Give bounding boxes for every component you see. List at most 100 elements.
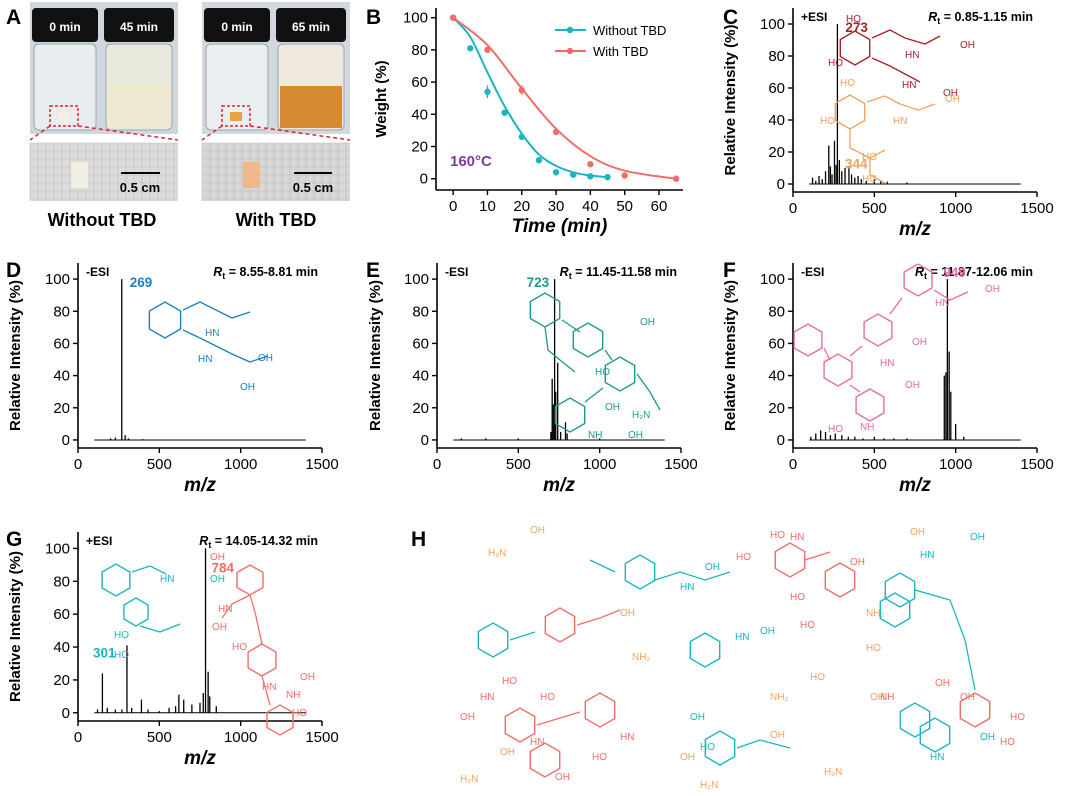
ring xyxy=(839,30,871,66)
chart-e-x-tick-label: 0 xyxy=(433,456,441,473)
ring xyxy=(959,692,991,728)
atom-label: NH xyxy=(860,422,874,433)
ring xyxy=(266,704,294,736)
atom-label: OH xyxy=(980,732,995,743)
data-point xyxy=(518,133,525,141)
atom-label: HN xyxy=(935,298,949,309)
temperature-annotation: 160°C xyxy=(450,153,492,170)
chart-b-x-tick-label: 10 xyxy=(479,198,496,215)
chart-d-x-label: m/z xyxy=(184,475,216,496)
bond-chain xyxy=(584,387,604,403)
chart-g-y-tick-label: 0 xyxy=(62,705,70,722)
data-point xyxy=(535,157,543,164)
atom-label: OH xyxy=(760,626,775,637)
atom-label: OH xyxy=(620,608,635,619)
bond-chain xyxy=(636,373,661,411)
ring xyxy=(247,643,277,677)
bond-chain xyxy=(736,739,791,749)
atom-label: HO xyxy=(810,672,825,683)
atom-label: HN xyxy=(902,80,916,91)
bond-chain xyxy=(849,384,861,393)
data-point xyxy=(604,173,611,181)
atom-label: HO xyxy=(1000,737,1015,748)
atom-label: H₂N xyxy=(460,774,478,785)
ring xyxy=(544,607,576,643)
bond-chain xyxy=(871,29,906,39)
atom-label: OH xyxy=(500,747,515,758)
panel-label-e: E xyxy=(366,259,380,282)
chart-g-y-tick-label: 20 xyxy=(53,672,70,689)
atom-label: HN xyxy=(198,354,212,365)
ring xyxy=(504,707,536,743)
atom-label: OH xyxy=(460,712,475,723)
atom-label: OH xyxy=(212,622,227,633)
atom-label: OH xyxy=(910,527,925,538)
atom-label: HO xyxy=(232,642,247,653)
panel-label-a: A xyxy=(6,6,21,29)
chart-b-x-tick-label: 30 xyxy=(548,198,565,215)
peak-label: 784 xyxy=(212,560,235,575)
data-point xyxy=(501,109,508,116)
atom-label: HO xyxy=(862,174,877,185)
atom-label: H₂N xyxy=(700,780,718,791)
bond-chain xyxy=(131,565,167,575)
ring xyxy=(572,322,604,358)
bond-chain xyxy=(536,711,581,726)
data-point xyxy=(449,14,457,21)
atom-label: OH xyxy=(770,730,785,741)
ms-spectrum-e: 0 500 1000 1500 0 20 40 60 80 100 m/z Relative Inte… xyxy=(367,263,698,496)
ring xyxy=(879,592,911,628)
chart-e-y-tick-label: 60 xyxy=(412,335,429,352)
data-point xyxy=(484,88,491,95)
atom-label: OH xyxy=(935,678,950,689)
ms-spectrum-c: 0 500 1000 1500 0 20 40 60 80 100 m/z Relative Inte… xyxy=(722,8,1054,240)
chart-b-x-label: Time (min) xyxy=(512,216,608,237)
chart-g-x-label: m/z xyxy=(184,748,216,769)
ms-spectrum-d: 0 500 1000 1500 0 20 40 60 80 100 m/z Relative Inte… xyxy=(7,263,339,496)
chart-e-mode: -ESI xyxy=(445,265,468,279)
bond-chain xyxy=(589,559,616,573)
chart-b-y-tick-label: 100 xyxy=(403,10,428,27)
vial-label-4: 65 min xyxy=(292,20,330,34)
peak-label: 949 xyxy=(943,265,966,280)
legend-label-1: With TBD xyxy=(593,44,648,59)
atom-label: HO xyxy=(1010,712,1025,723)
atom-label: OH xyxy=(605,402,620,413)
atom-label: H₂N xyxy=(488,548,506,559)
chart-d-mode: -ESI xyxy=(86,265,109,279)
atom-label: OH xyxy=(628,430,643,441)
atom-label: HO xyxy=(840,78,855,89)
ring xyxy=(236,564,264,596)
chart-c-y-tick-label: 20 xyxy=(768,144,785,161)
atom-label: HO xyxy=(770,530,785,541)
atom-label: HN xyxy=(205,328,219,339)
panel-label-c: C xyxy=(723,6,738,29)
panel-label-f: F xyxy=(723,259,736,282)
ring xyxy=(704,730,736,766)
chart-c-y-tick-label: 80 xyxy=(768,48,785,65)
chart-b-x-tick-label: 60 xyxy=(651,198,668,215)
atom-label: HN xyxy=(160,574,174,585)
ring xyxy=(793,323,823,357)
ring xyxy=(774,542,806,578)
ring xyxy=(554,397,586,433)
chart-f-y-tick-label: 80 xyxy=(768,303,785,320)
chart-c-x-tick-label: 0 xyxy=(789,200,797,217)
chart-f-y-tick-label: 100 xyxy=(760,271,785,288)
chart-b-y-tick-label: 20 xyxy=(411,139,428,156)
atom-label: HO xyxy=(828,424,843,435)
bond-chain xyxy=(139,623,181,633)
chart-c-y-label: Relative Intensity (%) xyxy=(722,25,739,176)
peak-label: 301 xyxy=(93,645,116,660)
atom-label: OH xyxy=(640,317,655,328)
chart-g-y-tick-label: 40 xyxy=(53,639,70,656)
bond-chain xyxy=(804,551,831,561)
chart-d-x-tick-label: 500 xyxy=(147,456,172,473)
atom-label: HO xyxy=(502,676,517,687)
atom-label: NH xyxy=(286,690,300,701)
chart-g-y-tick-label: 60 xyxy=(53,606,70,623)
chart-e-y-tick-label: 80 xyxy=(412,303,429,320)
chart-d-x-tick-label: 1500 xyxy=(305,456,338,473)
atom-label: H₂N xyxy=(824,767,842,778)
atom-label: HO xyxy=(736,552,751,563)
